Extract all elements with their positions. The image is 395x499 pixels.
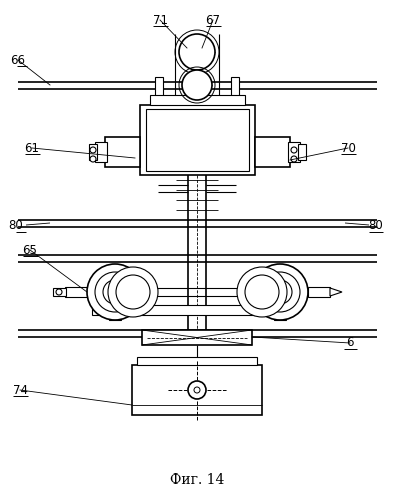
Bar xyxy=(140,105,255,175)
Bar xyxy=(92,305,283,315)
Circle shape xyxy=(95,272,135,312)
Text: 74: 74 xyxy=(13,384,28,397)
Bar xyxy=(308,287,330,297)
Bar xyxy=(255,137,290,167)
Polygon shape xyxy=(330,288,342,296)
Circle shape xyxy=(291,147,297,153)
Circle shape xyxy=(252,264,308,320)
Bar xyxy=(146,109,249,171)
Bar xyxy=(142,330,252,345)
Text: 6: 6 xyxy=(346,336,354,349)
Circle shape xyxy=(245,275,279,309)
Circle shape xyxy=(87,264,143,320)
Bar xyxy=(109,264,121,320)
Text: 61: 61 xyxy=(24,142,40,155)
Bar xyxy=(231,77,239,105)
Bar xyxy=(95,142,107,162)
Bar xyxy=(53,288,66,296)
Circle shape xyxy=(116,275,150,309)
Circle shape xyxy=(188,381,206,399)
Circle shape xyxy=(291,156,297,162)
Circle shape xyxy=(194,387,200,393)
Text: 80: 80 xyxy=(9,219,23,232)
Text: 71: 71 xyxy=(152,13,167,26)
Bar xyxy=(137,357,257,365)
Circle shape xyxy=(260,272,300,312)
Bar xyxy=(298,144,306,160)
Bar xyxy=(274,264,286,320)
Bar xyxy=(268,272,292,312)
Text: 70: 70 xyxy=(340,142,356,155)
Bar xyxy=(103,272,127,312)
Text: 66: 66 xyxy=(11,53,26,66)
Circle shape xyxy=(108,267,158,317)
Bar xyxy=(132,365,262,415)
Circle shape xyxy=(90,156,96,162)
Bar xyxy=(155,77,163,105)
Circle shape xyxy=(103,280,127,304)
Text: Фиг. 14: Фиг. 14 xyxy=(170,473,224,487)
Circle shape xyxy=(179,34,215,70)
Bar xyxy=(105,137,140,167)
Bar xyxy=(288,142,300,162)
Text: 80: 80 xyxy=(369,219,384,232)
Bar xyxy=(150,95,245,105)
Bar xyxy=(187,79,207,95)
Circle shape xyxy=(56,289,62,295)
Text: 65: 65 xyxy=(23,244,38,256)
Circle shape xyxy=(182,70,212,100)
Text: 67: 67 xyxy=(205,13,220,26)
Bar xyxy=(65,287,87,297)
Bar xyxy=(89,144,97,160)
Circle shape xyxy=(268,280,292,304)
Circle shape xyxy=(237,267,287,317)
Circle shape xyxy=(90,147,96,153)
